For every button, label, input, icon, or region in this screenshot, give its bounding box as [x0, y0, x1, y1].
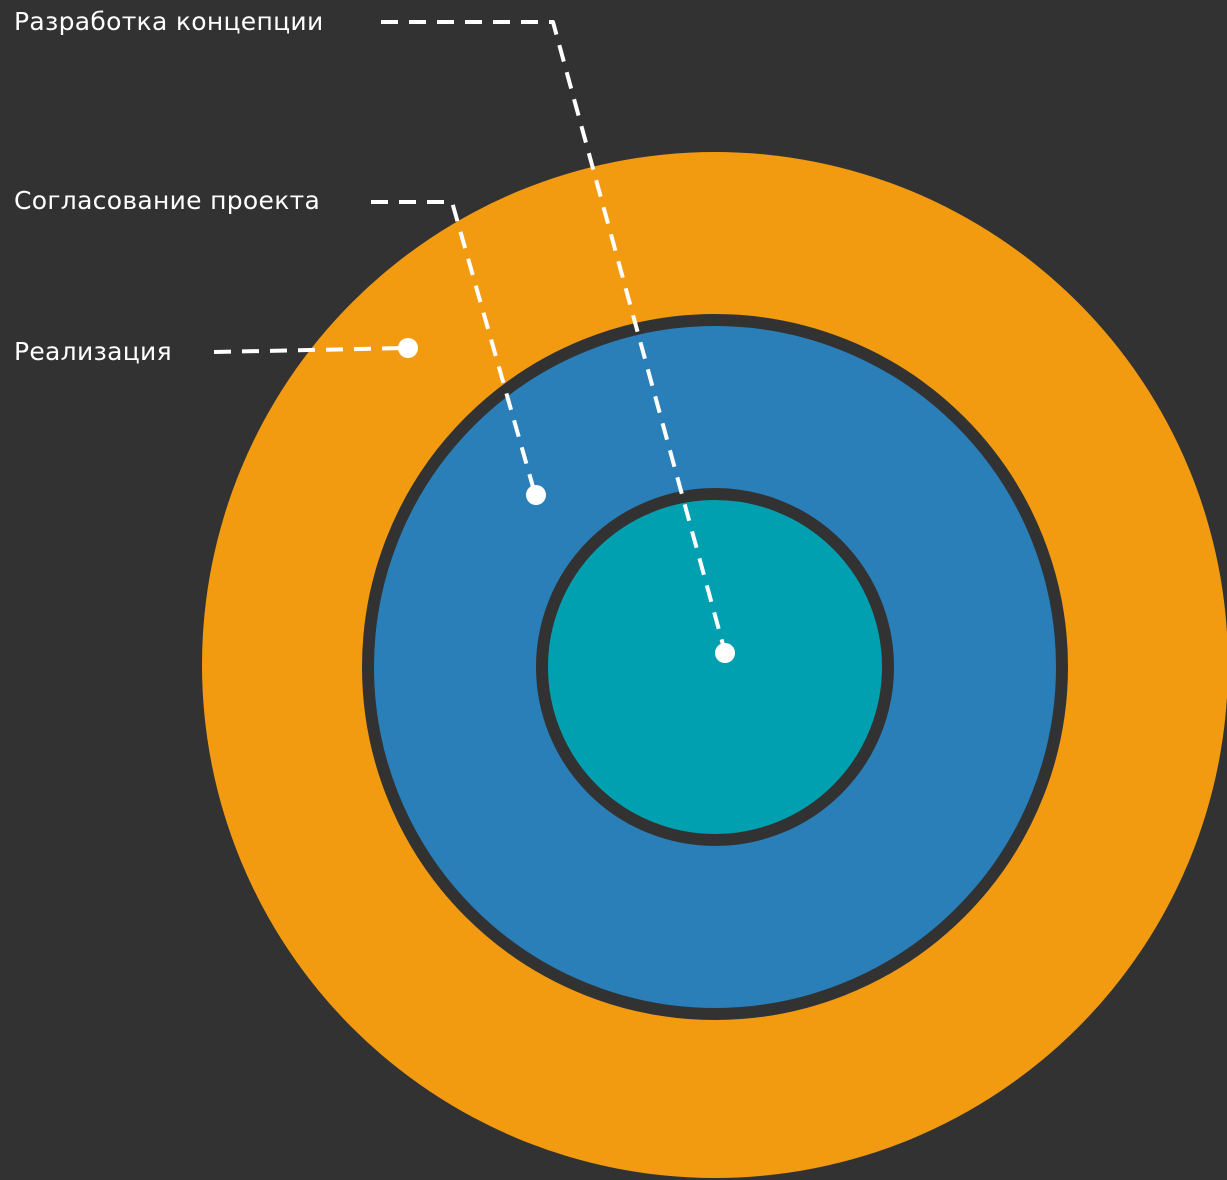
- approval-label: Согласование проекта: [14, 186, 321, 215]
- realization-leader-line: [213, 346, 409, 354]
- concept-label: Разработка концепции: [14, 7, 324, 36]
- realization-label: Реализация: [14, 337, 172, 366]
- approval-leader-line: [371, 200, 537, 495]
- concept-core: [536, 488, 894, 846]
- concept-marker-dot: [715, 643, 735, 663]
- concept-leader-line: [381, 20, 727, 653]
- approval-marker-dot: [526, 485, 546, 505]
- realization-marker-dot: [398, 338, 418, 358]
